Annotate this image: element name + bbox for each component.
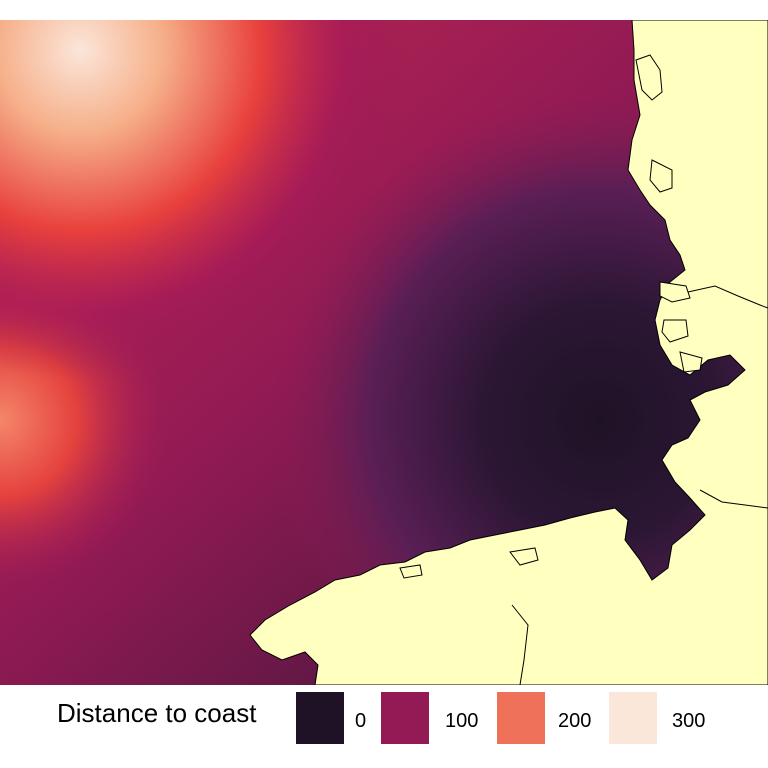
legend-label-200: 200 [558,710,592,732]
legend-label-0: 0 [355,710,367,732]
island-east-2 [661,319,689,343]
borders-layer [511,285,768,685]
land-mainland [249,20,768,685]
island-northeast [649,159,673,193]
legend-swatch-0 [296,692,344,744]
legend-swatch-300 [609,692,657,744]
border-north [687,285,768,309]
legend-label-300: 300 [672,710,706,732]
island-east-1 [659,281,691,303]
island-north [635,54,663,101]
island-coast-2 [399,564,423,579]
legend-label-100: 100 [445,710,479,732]
border-east [699,489,768,509]
island-east-3 [679,351,703,373]
legend-swatch-100 [381,692,429,744]
legend: Distance to coast 0 100 200 300 [0,690,768,750]
land-layer [249,20,768,685]
island-coast-1 [509,547,539,566]
border-south [511,604,529,685]
distance-map [0,20,768,685]
legend-swatch-200 [497,692,545,744]
legend-title: Distance to coast [57,698,257,728]
